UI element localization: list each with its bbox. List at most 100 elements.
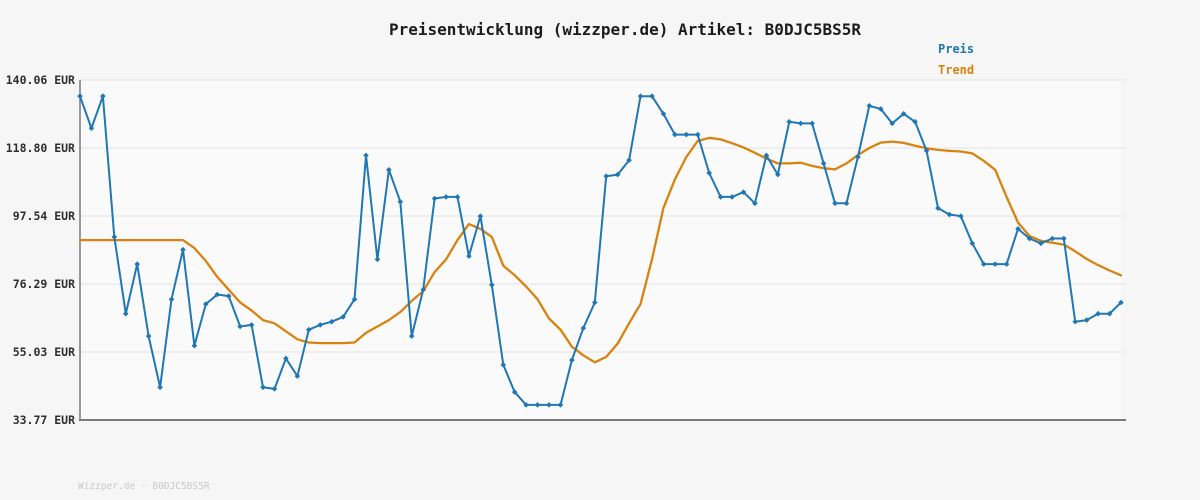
price-point-marker (420, 286, 426, 293)
price-point-marker (1095, 310, 1101, 317)
price-point-marker (843, 200, 850, 207)
price-point-marker (740, 189, 747, 195)
price-point-marker (877, 106, 884, 112)
price-point-marker (489, 282, 495, 288)
price-point-marker (1026, 235, 1033, 242)
y-axis-tick-label: 97.54 EUR (13, 209, 75, 223)
price-point-marker (591, 299, 598, 306)
price-point-marker (557, 402, 564, 408)
price-point-marker (866, 102, 873, 109)
price-point-marker (603, 173, 610, 179)
price-point-marker (386, 166, 392, 173)
price-point-marker (569, 357, 575, 363)
price-point-marker (832, 200, 838, 207)
price-point-marker (431, 195, 438, 202)
price-point-marker (1015, 226, 1021, 232)
watermark-text: Wizzper.de - B0DJC5BS5R (78, 481, 210, 492)
price-point-marker (958, 213, 964, 219)
price-point-marker (111, 234, 118, 240)
price-point-marker (260, 384, 266, 391)
price-point-marker (443, 194, 449, 200)
y-axis-tick-label: 76.29 EUR (13, 277, 75, 291)
y-axis-tick-label: 140.06 EUR (6, 73, 75, 87)
price-point-marker (1083, 317, 1090, 323)
price-point-marker (1061, 235, 1067, 242)
price-point-marker (1038, 240, 1044, 247)
price-point-marker (500, 362, 507, 368)
price-point-marker (706, 170, 712, 176)
price-point-marker (340, 314, 346, 320)
price-point-marker (775, 171, 781, 178)
price-point-marker (1072, 318, 1079, 325)
price-point-marker (191, 342, 198, 349)
price-point-marker (294, 373, 301, 379)
price-point-marker (694, 131, 701, 138)
price-point-marker (580, 325, 587, 331)
price-point-marker (214, 291, 221, 298)
price-point-marker (477, 213, 484, 219)
price-line (79, 95, 1122, 406)
price-point-marker (248, 322, 255, 328)
price-point-marker (889, 120, 896, 127)
price-point-marker (397, 198, 404, 205)
y-axis-tick-label: 118.80 EUR (6, 141, 75, 155)
price-point-marker (935, 205, 941, 211)
price-point-marker (717, 194, 724, 200)
price-point-marker (729, 194, 735, 200)
price-point-marker (168, 296, 175, 303)
price-point-marker (1049, 235, 1056, 242)
price-point-marker (1003, 261, 1010, 267)
legend: Preis Trend (938, 39, 974, 81)
price-point-marker (225, 293, 232, 299)
y-axis-tick-label: 33.77 EUR (13, 413, 75, 427)
y-axis-tick-label: 55.03 EUR (13, 345, 75, 359)
price-point-marker (649, 93, 655, 99)
price-point-marker (305, 326, 312, 333)
price-point-marker (374, 256, 381, 263)
price-point-marker (637, 93, 644, 99)
price-point-marker (408, 333, 415, 339)
price-point-marker (100, 93, 106, 99)
price-point-marker (77, 93, 83, 99)
price-point-marker (237, 323, 243, 330)
price-point-marker (534, 402, 541, 408)
price-point-marker (180, 246, 186, 253)
price-point-marker (351, 296, 358, 303)
price-point-marker (157, 384, 163, 391)
price-point-marker (511, 389, 518, 395)
price-point-marker (1106, 310, 1113, 317)
price-point-marker (626, 157, 632, 163)
price-point-marker (752, 200, 758, 207)
price-point-marker (271, 386, 278, 392)
price-point-marker (122, 310, 129, 317)
price-point-marker (363, 152, 369, 159)
trend-line (78, 136, 1123, 364)
price-point-marker (614, 171, 621, 178)
price-point-marker (1118, 299, 1124, 306)
price-point-marker (946, 211, 953, 218)
legend-item-price: Preis (938, 42, 975, 56)
price-point-marker (283, 355, 289, 362)
price-point-marker (797, 120, 804, 127)
price-point-marker (546, 402, 552, 408)
price-point-marker (466, 253, 472, 259)
price-point-marker (820, 160, 827, 167)
page-title: Preisentwicklung (wizzper.de) Artikel: B… (388, 20, 862, 39)
price-point-marker (683, 131, 690, 138)
price-point-marker (912, 118, 918, 125)
price-point-marker (672, 131, 678, 138)
price-point-marker (992, 261, 998, 267)
price-point-marker (980, 261, 987, 267)
price-point-marker (317, 322, 324, 328)
legend-item-trend: Trend (938, 63, 975, 77)
price-point-marker (134, 261, 140, 267)
price-point-marker (809, 120, 815, 127)
price-point-marker (454, 194, 461, 200)
price-point-marker (786, 118, 793, 125)
price-point-marker (923, 147, 930, 154)
price-point-marker (145, 333, 152, 339)
price-point-marker (763, 152, 770, 159)
price-point-marker (203, 301, 209, 307)
